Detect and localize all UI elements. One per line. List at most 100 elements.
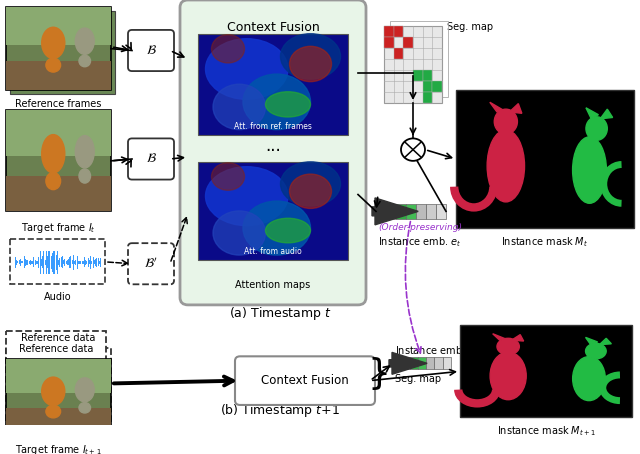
Circle shape [401,138,425,161]
Bar [10,11,115,94]
Ellipse shape [289,174,332,208]
FancyBboxPatch shape [180,0,366,305]
FancyBboxPatch shape [235,356,375,405]
Text: Reference data: Reference data [21,333,96,343]
Ellipse shape [243,201,310,255]
Text: (b) Timestamp $t$+1: (b) Timestamp $t$+1 [220,402,340,419]
Ellipse shape [205,39,288,99]
Bar [6,7,111,44]
Bar [426,204,436,219]
Ellipse shape [586,343,606,359]
Bar [443,357,451,370]
Bar [376,204,386,219]
Ellipse shape [79,403,90,413]
Ellipse shape [76,28,94,54]
Text: Reference frames: Reference frames [15,99,102,109]
Text: (a) Timestamp $t$: (a) Timestamp $t$ [228,305,332,322]
Bar [6,359,111,434]
Ellipse shape [494,109,517,134]
Ellipse shape [213,84,266,130]
Polygon shape [586,337,598,345]
Text: Context Fusion: Context Fusion [227,20,319,34]
Text: $\mathcal{B}$: $\mathcal{B}$ [145,44,156,57]
Text: ...: ... [265,137,281,155]
Bar [6,176,111,212]
FancyBboxPatch shape [128,138,174,180]
Text: Seg. map: Seg. map [395,374,441,384]
Text: Instance mask $M_t$: Instance mask $M_t$ [501,236,589,250]
Text: Reference data: Reference data [19,344,93,354]
Bar [396,204,406,219]
Text: Context Fusion: Context Fusion [261,374,349,387]
Ellipse shape [573,357,605,400]
Bar [416,204,426,219]
Ellipse shape [243,74,310,130]
Ellipse shape [497,338,519,355]
Bar [6,331,106,367]
Bar [426,357,435,370]
Ellipse shape [266,92,310,117]
Ellipse shape [490,352,526,400]
Bar [6,61,111,90]
Text: Instance emb. $e_{t+1}$: Instance emb. $e_{t+1}$ [395,344,490,358]
Ellipse shape [46,58,61,72]
Bar [418,357,426,370]
Bar [413,70,422,81]
Bar [460,326,632,417]
Text: }: } [367,357,390,391]
FancyArrow shape [372,198,418,225]
Bar [384,26,442,103]
Text: Att. from audio: Att. from audio [244,247,302,256]
Text: (Order-preserving): (Order-preserving) [378,222,462,232]
Text: $\mathcal{B}$: $\mathcal{B}$ [145,153,156,166]
Ellipse shape [42,377,65,405]
Ellipse shape [280,162,340,206]
Ellipse shape [266,218,310,243]
Polygon shape [599,338,611,345]
Text: Target frame $I_{t+1}$: Target frame $I_{t+1}$ [15,443,102,454]
Text: Att. from ref. frames: Att. from ref. frames [234,122,312,131]
Bar [393,357,401,370]
Bar [6,110,111,156]
Bar [435,357,443,370]
Ellipse shape [46,405,61,418]
Ellipse shape [79,55,90,67]
Bar [6,110,111,212]
Bar [422,70,433,81]
Bar [198,34,348,135]
Bar [433,81,442,92]
Bar [436,204,446,219]
Polygon shape [600,109,612,119]
Ellipse shape [76,136,94,168]
Bar [390,20,448,97]
Bar [422,81,433,92]
Polygon shape [493,334,506,340]
Ellipse shape [46,173,61,190]
Ellipse shape [76,378,94,402]
Text: $\mathcal{B}'$: $\mathcal{B}'$ [144,257,157,271]
Ellipse shape [211,163,244,190]
Ellipse shape [487,130,525,202]
Polygon shape [511,335,524,341]
Bar [384,37,394,48]
Bar [394,48,403,59]
Ellipse shape [79,169,90,183]
Polygon shape [586,108,598,119]
Bar [394,26,403,37]
Polygon shape [509,104,522,114]
Text: Instance emb. $e_t$: Instance emb. $e_t$ [378,236,461,250]
FancyBboxPatch shape [128,30,174,71]
Text: Seg. map: Seg. map [447,22,493,32]
Ellipse shape [289,46,332,82]
Bar [6,359,111,393]
FancyArrow shape [389,352,427,374]
Bar [6,7,111,90]
Ellipse shape [42,134,65,173]
Bar [198,162,348,260]
Ellipse shape [586,117,607,140]
Bar [10,239,105,284]
Bar [384,26,394,37]
Ellipse shape [213,211,266,255]
Bar [401,357,410,370]
Ellipse shape [280,34,340,79]
